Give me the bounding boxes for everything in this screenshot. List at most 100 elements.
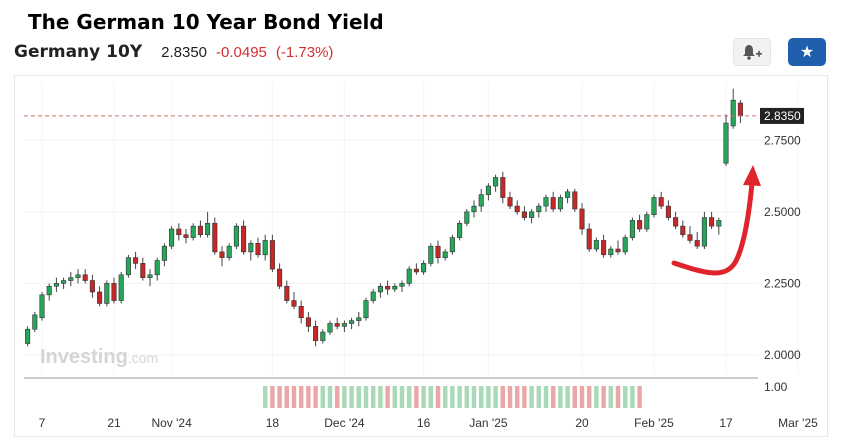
volume-bar — [421, 386, 426, 408]
volume-bar — [471, 386, 477, 408]
candle — [615, 248, 621, 253]
candle — [39, 294, 45, 319]
volume-bar — [457, 386, 462, 408]
volume-bar — [637, 386, 642, 408]
volume-bar — [320, 386, 326, 408]
volume-bar — [370, 386, 376, 408]
instrument-name: Germany 10Y — [14, 42, 143, 62]
volume-bars — [262, 386, 642, 408]
price-change: -0.0495 — [216, 44, 267, 61]
candle — [255, 243, 261, 256]
candle — [104, 283, 110, 304]
volume-bar — [406, 386, 412, 408]
volume-bar — [298, 386, 304, 408]
current-price-tag-text: 2.8350 — [764, 109, 801, 123]
volume-bar — [514, 386, 520, 408]
candle — [665, 205, 671, 218]
volume-bar — [327, 386, 333, 408]
candle — [557, 197, 563, 210]
volume-bar — [478, 386, 484, 408]
candle — [125, 257, 131, 276]
volume-bar — [543, 386, 549, 408]
candle — [601, 240, 607, 256]
candle — [147, 274, 153, 278]
candle — [370, 291, 376, 301]
volume-bar — [378, 386, 383, 408]
candle — [190, 225, 196, 238]
candle — [406, 268, 412, 284]
candle — [651, 197, 657, 215]
price-change-percent: (-1.73%) — [275, 44, 334, 61]
candle — [356, 317, 362, 321]
x-tick-label: Feb '25 — [634, 416, 674, 430]
volume-bar — [601, 386, 606, 408]
volume-bar — [558, 386, 563, 408]
candle — [500, 177, 506, 198]
volume-bar — [622, 386, 628, 408]
create-alert-button[interactable] — [733, 38, 771, 66]
candle — [421, 263, 427, 273]
x-tick-label: Dec '24 — [324, 416, 365, 430]
candle — [385, 285, 391, 290]
volume-bar — [500, 386, 506, 408]
candle — [737, 102, 743, 117]
candle — [550, 197, 556, 210]
candle — [233, 225, 239, 247]
volume-bar — [630, 386, 635, 408]
candle — [226, 245, 232, 258]
favorite-button[interactable]: ★ — [788, 38, 826, 66]
candle — [687, 234, 693, 241]
candle — [140, 263, 146, 278]
candle — [291, 300, 297, 307]
watermark-main: Investing — [40, 346, 128, 368]
candle — [392, 285, 398, 290]
x-tick-label: 7 — [39, 416, 46, 430]
x-tick-label: Mar '25 — [778, 416, 818, 430]
candle — [529, 211, 535, 218]
volume-bar — [486, 386, 491, 408]
candle — [363, 300, 369, 319]
volume-bar — [291, 386, 297, 408]
candle — [169, 228, 175, 247]
volume-bar — [392, 386, 398, 408]
candle — [644, 214, 650, 230]
candle — [176, 228, 182, 236]
candlestick-chart[interactable]: Investing.com 2.8350 2.75002.50002.25002… — [14, 75, 828, 437]
candle — [305, 317, 311, 327]
candle — [543, 197, 549, 207]
candle — [622, 237, 628, 253]
volume-axis-label: 1.00 — [764, 380, 788, 394]
volume-bar — [334, 386, 340, 408]
candle — [97, 291, 103, 304]
x-tick-label: 21 — [107, 416, 121, 430]
bell-plus-icon — [743, 45, 762, 60]
candle — [435, 245, 441, 258]
volume-bar — [385, 386, 390, 408]
volume-bar — [493, 386, 498, 408]
candle — [493, 177, 499, 187]
candle — [212, 222, 218, 253]
x-tick-label: Jan '25 — [469, 416, 508, 430]
instrument-header: Germany 10Y 2.8350 -0.0495 (-1.73%) — [14, 42, 333, 64]
y-tick-label: 2.2500 — [764, 276, 801, 290]
candle — [428, 245, 434, 264]
candle — [457, 222, 463, 238]
candle — [197, 225, 203, 236]
candle — [730, 99, 736, 127]
candle — [241, 225, 247, 253]
candle — [205, 222, 211, 236]
volume-bar — [507, 386, 513, 408]
candle — [442, 251, 448, 258]
volume-bar — [284, 386, 290, 408]
candle — [471, 205, 477, 213]
volume-bar — [399, 386, 405, 408]
candle — [219, 251, 225, 258]
candle — [183, 234, 189, 238]
candle — [507, 197, 513, 207]
volume-bar — [579, 386, 585, 408]
current-price-tag-bg — [760, 107, 804, 124]
page-title: The German 10 Year Bond Yield — [28, 10, 384, 34]
candle — [658, 197, 664, 207]
candle — [334, 323, 340, 327]
volume-bar — [414, 386, 419, 408]
